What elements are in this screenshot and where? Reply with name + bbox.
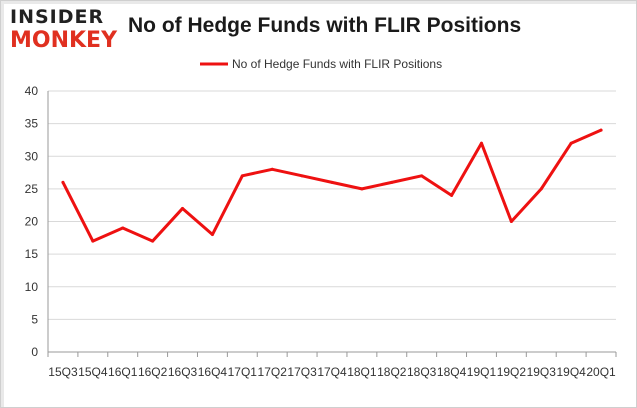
- data-point: [270, 167, 274, 171]
- data-point: [300, 174, 304, 178]
- x-tick-label: 20Q1: [586, 365, 616, 379]
- data-point: [210, 233, 214, 237]
- y-tick-label: 0: [31, 345, 38, 359]
- data-point: [450, 193, 454, 197]
- data-point: [121, 226, 125, 230]
- data-point: [479, 141, 483, 145]
- y-tick-label: 15: [25, 247, 39, 261]
- y-tick-label: 10: [25, 280, 39, 294]
- x-tick-label: 18Q1: [347, 365, 377, 379]
- x-tick-label: 16Q4: [198, 365, 228, 379]
- y-tick-label: 35: [25, 117, 39, 131]
- y-tick-label: 5: [31, 312, 38, 326]
- data-point: [539, 187, 543, 191]
- data-point: [390, 180, 394, 184]
- data-point: [151, 239, 155, 243]
- chart-title: No of Hedge Funds with FLIR Positions: [128, 14, 522, 37]
- data-point: [330, 180, 334, 184]
- x-tick-label: 17Q2: [258, 365, 288, 379]
- axes: [47, 91, 617, 357]
- x-tick-label: 18Q3: [407, 365, 437, 379]
- data-point: [61, 180, 65, 184]
- data-point: [181, 206, 185, 210]
- data-point: [509, 220, 513, 223]
- y-tick-labels: 0 5 10 15 20 25 30 35 40: [25, 84, 39, 359]
- data-point: [91, 239, 95, 243]
- series-line-0: [61, 128, 603, 243]
- x-tick-label: 17Q3: [287, 365, 317, 379]
- data-point: [240, 174, 244, 178]
- y-tick-label: 25: [25, 182, 39, 196]
- x-tick-label: 16Q2: [138, 365, 168, 379]
- y-tick-label: 30: [25, 149, 39, 163]
- data-point: [599, 128, 603, 132]
- x-tick-label: 16Q3: [168, 365, 198, 379]
- gridlines: [48, 90, 616, 353]
- x-tick-labels: 15Q3 15Q4 16Q1 16Q2 16Q3 16Q4 17Q1 17Q2 17Q3 17Q4…: [48, 365, 616, 379]
- insider-monkey-logo: INSIDER MONKEY: [10, 6, 118, 56]
- x-tick-label: 19Q4: [556, 365, 586, 379]
- data-point: [420, 174, 424, 178]
- x-tick-label: 19Q1: [467, 365, 497, 379]
- legend-label: No of Hedge Funds with FLIR Positions: [232, 57, 442, 71]
- x-tick-label: 17Q4: [317, 365, 347, 379]
- legend: No of Hedge Funds with FLIR Positions: [200, 57, 442, 71]
- series: [61, 128, 603, 243]
- x-tick-label: 15Q4: [78, 365, 108, 379]
- x-tick-label: 19Q3: [527, 365, 557, 379]
- x-tick-label: 16Q1: [108, 365, 138, 379]
- y-tick-label: 40: [25, 84, 39, 98]
- logo-line-monkey: MONKEY: [10, 28, 118, 53]
- x-tick-label: 17Q1: [228, 365, 258, 379]
- x-tick-label: 19Q2: [497, 365, 527, 379]
- y-tick-label: 20: [25, 215, 39, 229]
- data-point: [360, 187, 364, 191]
- data-point: [569, 141, 573, 145]
- x-tick-label: 15Q3: [48, 365, 78, 379]
- logo-line-insider: INSIDER: [10, 6, 105, 28]
- x-tick-label: 18Q4: [437, 365, 467, 379]
- x-tick-label: 18Q2: [377, 365, 407, 379]
